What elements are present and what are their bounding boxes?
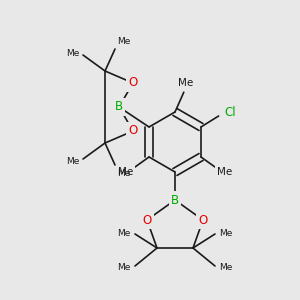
- Text: Me: Me: [66, 157, 79, 166]
- Text: Me: Me: [117, 169, 130, 178]
- Text: B: B: [171, 194, 179, 206]
- Text: Me: Me: [118, 229, 131, 238]
- Text: Me: Me: [117, 37, 130, 46]
- Text: O: O: [198, 214, 208, 226]
- Text: O: O: [128, 124, 138, 137]
- Text: B: B: [115, 100, 123, 113]
- Text: Me: Me: [66, 49, 79, 58]
- Text: Me: Me: [219, 229, 232, 238]
- Text: Me: Me: [178, 78, 194, 88]
- Text: Me: Me: [217, 167, 232, 177]
- Text: O: O: [142, 214, 152, 226]
- Text: Me: Me: [118, 167, 133, 177]
- Text: O: O: [128, 76, 138, 89]
- Text: Me: Me: [118, 262, 131, 272]
- Text: Cl: Cl: [225, 106, 236, 118]
- Text: Me: Me: [219, 262, 232, 272]
